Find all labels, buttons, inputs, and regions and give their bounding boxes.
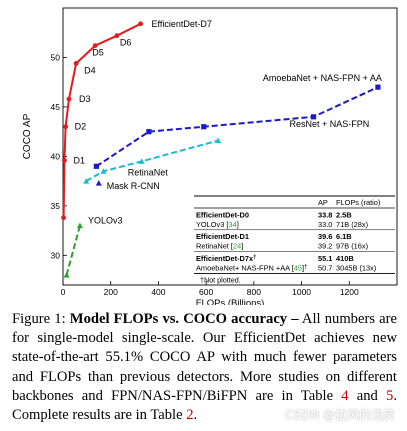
table-row-flops: 410B bbox=[336, 254, 354, 263]
point-label: D4 bbox=[84, 65, 96, 75]
figure-caption: Figure 1: Model FLOPs vs. COCO accuracy … bbox=[12, 310, 397, 425]
x-tick-label: 800 bbox=[247, 287, 261, 297]
series-line bbox=[62, 22, 141, 218]
table-row-ap: 39.6 bbox=[318, 232, 332, 241]
table-row-flops: 71B (28x) bbox=[336, 220, 368, 229]
caption-body-2: and bbox=[348, 387, 387, 404]
data-point bbox=[92, 43, 98, 48]
y-tick-label: 35 bbox=[51, 201, 61, 211]
series-2: RetinaNet bbox=[83, 137, 222, 184]
point-label: D1 bbox=[73, 155, 85, 165]
x-tick-label: 200 bbox=[104, 287, 118, 297]
table-row-name: EfficientDet-D1 bbox=[196, 232, 249, 241]
data-point bbox=[146, 129, 152, 135]
point-label: RetinaNet bbox=[128, 167, 169, 177]
table-row-name: AmoebaNet+ NAS-FPN +AA [45]† bbox=[196, 263, 307, 272]
data-point bbox=[95, 180, 102, 186]
caption-body-3: . Complete results are in Table bbox=[12, 387, 397, 424]
table-row-name: YOLOv3 [34] bbox=[196, 220, 239, 229]
point-label: AmoebaNet + NAS-FPN + AA bbox=[263, 73, 382, 83]
data-point bbox=[310, 114, 317, 120]
table-row-ap: 55.1 bbox=[318, 254, 332, 263]
y-tick-label: 50 bbox=[51, 52, 61, 62]
data-point bbox=[73, 61, 79, 66]
axes: 0 200 400 600 800 1000 1200 30 35 40 45 50 FLOPs (Bi… bbox=[22, 7, 398, 305]
data-point bbox=[114, 33, 120, 39]
x-tick-label: 400 bbox=[151, 287, 165, 297]
caption-title: Model FLOPs vs. COCO accuracy – bbox=[69, 311, 299, 327]
table-row-ap: 50.7 bbox=[318, 263, 332, 272]
x-tick-label: 600 bbox=[199, 287, 213, 297]
data-point bbox=[83, 178, 90, 184]
data-point bbox=[201, 124, 207, 130]
point-label: Mask R-CNN bbox=[107, 181, 160, 191]
data-point bbox=[100, 168, 107, 174]
series-0: D1 D2 D3 D4 D5 D6 EfficientDet-D7 bbox=[61, 19, 212, 221]
table-header-ap: AP bbox=[318, 198, 328, 207]
table-header-flops: FLOPs (ratio) bbox=[336, 198, 380, 207]
chart: 0 200 400 600 800 1000 1200 30 35 40 45 50 FLOPs (Bi… bbox=[22, 7, 398, 305]
caption-body-1: All numbers are for single-model single-… bbox=[12, 311, 397, 404]
x-tick-label: 1200 bbox=[340, 287, 359, 297]
caption-prefix: Figure 1: bbox=[12, 311, 70, 327]
table-row-flops: 3045B (13x) bbox=[336, 263, 376, 272]
table-footnote: †Not plotted. bbox=[200, 275, 241, 284]
table-row-flops: 97B (16x) bbox=[336, 242, 368, 251]
table-row-name: RetinaNet [24] bbox=[196, 242, 243, 251]
table-row-flops: 6.1B bbox=[336, 232, 352, 241]
y-tick-label: 40 bbox=[51, 151, 61, 161]
caption-ref-table-5[interactable]: 5 bbox=[386, 387, 394, 404]
data-point bbox=[93, 163, 99, 169]
plot-frame bbox=[62, 7, 398, 286]
data-point bbox=[61, 215, 66, 221]
x-tick-label: 0 bbox=[61, 287, 66, 297]
data-point bbox=[63, 272, 70, 278]
series-1: ResNet + NAS-FPN AmoebaNet + NAS-FPN + AA bbox=[93, 73, 382, 169]
data-point bbox=[138, 21, 143, 27]
data-point bbox=[63, 124, 69, 130]
point-label: ResNet + NAS-FPN bbox=[290, 119, 370, 129]
point-label: D6 bbox=[120, 38, 132, 48]
table-row-ap: 33.8 bbox=[318, 210, 332, 219]
y-axis-label: COCO AP bbox=[22, 113, 33, 159]
point-label: EfficientDet-D7 bbox=[152, 19, 212, 29]
caption-ref-table-4[interactable]: 4 bbox=[341, 387, 349, 404]
x-axis-label: FLOPs (Billions) bbox=[196, 298, 265, 305]
point-label: D5 bbox=[92, 48, 104, 58]
data-point bbox=[76, 222, 83, 229]
point-label: D2 bbox=[75, 122, 87, 132]
series-line bbox=[65, 225, 81, 276]
x-tick-label: 1000 bbox=[292, 287, 311, 297]
data-point bbox=[62, 157, 67, 163]
inset-table: AP FLOPs (ratio) EfficientDet-D0 33.8 2.5B YO… bbox=[194, 195, 395, 284]
data-point bbox=[375, 84, 381, 90]
point-label: YOLOv3 bbox=[88, 216, 123, 226]
series-4: YOLOv3 bbox=[63, 216, 123, 278]
watermark: CSDN @拉风的浅笑 bbox=[284, 408, 395, 422]
point-label: D3 bbox=[79, 94, 91, 104]
y-tick-label: 45 bbox=[51, 102, 61, 112]
y-tick-label: 30 bbox=[51, 250, 61, 260]
table-row-name: EfficientDet-D0 bbox=[196, 210, 249, 219]
caption-body-4: . bbox=[193, 407, 198, 424]
data-point bbox=[215, 137, 222, 144]
series-layer: D1 D2 D3 D4 D5 D6 EfficientDet-D7 ResNet + NAS-… bbox=[61, 19, 382, 278]
caption-ref-table-2[interactable]: 2 bbox=[186, 407, 194, 424]
series-line bbox=[85, 139, 219, 182]
table-row-name: EfficientDet-D7x† bbox=[196, 254, 256, 263]
table-row-ap: 39.2 bbox=[318, 242, 332, 251]
data-point bbox=[138, 158, 145, 164]
table-row-flops: 2.5B bbox=[336, 210, 352, 219]
table-row-ap: 33.0 bbox=[318, 220, 332, 229]
data-point bbox=[66, 96, 72, 102]
series-3: Mask R-CNN bbox=[95, 180, 160, 191]
